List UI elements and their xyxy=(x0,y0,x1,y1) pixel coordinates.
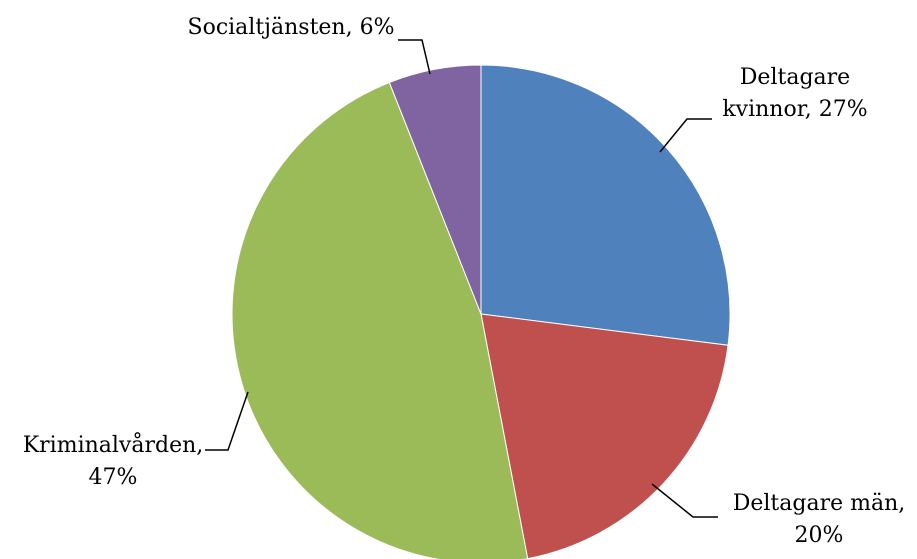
leader-line-deltagare-man xyxy=(651,483,718,518)
data-label-deltagare-kvinnor: Deltagare kvinnor, 27% xyxy=(722,65,867,122)
pie-slices xyxy=(231,64,731,559)
leader-line-socialtjansten xyxy=(398,39,431,75)
data-label-kriminalvarden: Kriminalvården, 47% xyxy=(23,431,204,490)
pie-slice-deltagare-kvinnor xyxy=(480,64,731,346)
data-labels: Deltagare kvinnor, 27% Deltagare män, 20% Kr… xyxy=(23,15,906,548)
data-label-socialtjansten: Socialtjänsten, 6% xyxy=(188,15,395,40)
leader-lines xyxy=(205,39,718,518)
leader-line-kriminalvarden xyxy=(205,391,249,451)
data-label-deltagare-man: Deltagare män, 20% xyxy=(733,491,906,548)
pie-slice-kriminalvarden xyxy=(231,81,529,559)
pie-slice-socialtjansten xyxy=(388,64,482,315)
leader-line-deltagare-kvinnor xyxy=(659,118,712,153)
pie-slice-deltagare-man xyxy=(480,313,729,559)
